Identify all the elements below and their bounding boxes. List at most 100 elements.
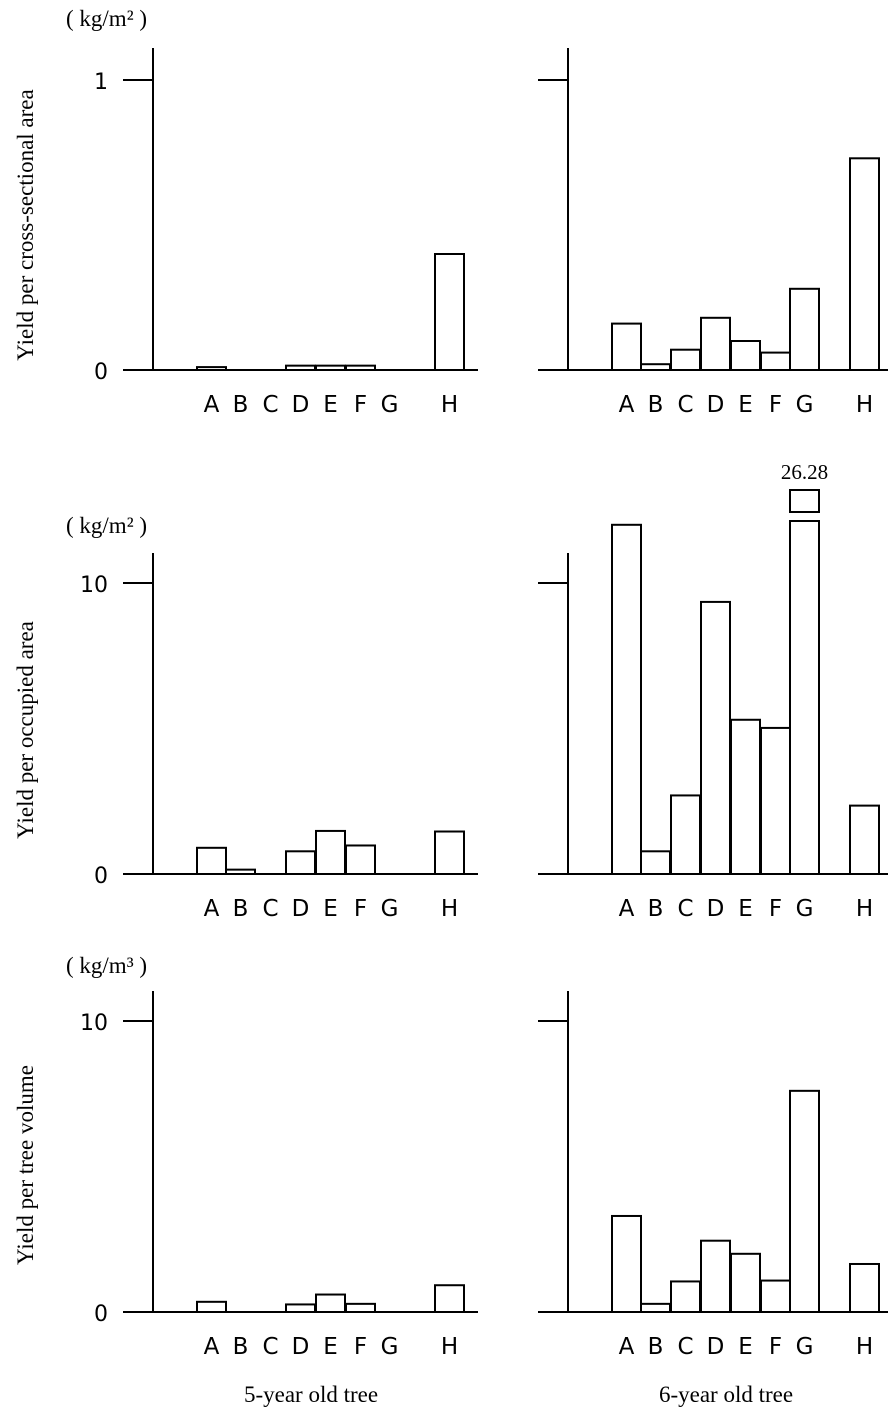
- bar: [849, 1262, 880, 1313]
- bar: [196, 1300, 227, 1313]
- bar: [196, 366, 227, 372]
- x-tick-label: G: [381, 896, 399, 922]
- bar: [670, 1280, 701, 1313]
- x-tick-label: A: [619, 896, 635, 922]
- x-tick-label: C: [677, 392, 693, 418]
- x-tick-label: B: [648, 896, 664, 922]
- bar: [730, 1252, 761, 1314]
- bar: [285, 1303, 316, 1313]
- x-tick-label: H: [441, 1334, 458, 1360]
- bar: [700, 600, 731, 875]
- x-axis-title: 6-year old tree: [659, 1382, 793, 1407]
- chart-0-0: 0 1 ( kg/m² ) Yield per cross-sectional are…: [13, 6, 478, 418]
- y-tick-label: 0: [94, 1302, 108, 1327]
- chart-1-1: A B C D E F G 26.28 H: [538, 460, 888, 922]
- x-tick-label: D: [707, 1334, 725, 1360]
- bar: [315, 829, 346, 876]
- x-tick-label: C: [262, 1334, 278, 1360]
- x-tick-label: B: [648, 392, 664, 418]
- bar: [700, 316, 731, 371]
- x-tick-label: F: [354, 392, 367, 418]
- bar: [640, 363, 671, 372]
- bar-break-cap: [789, 489, 820, 513]
- bar: [345, 364, 376, 371]
- bar: [789, 1089, 820, 1313]
- chart-2-0: 0 10 ( kg/m³ ) Yield per tree volume A B C D E F G…: [13, 953, 478, 1407]
- chart-2-1: A B C D E F G H 6-year old tree: [538, 991, 888, 1407]
- x-tick-label: E: [738, 1334, 753, 1360]
- x-tick-label: E: [738, 392, 753, 418]
- x-tick-label: B: [233, 1334, 249, 1360]
- x-tick-label: D: [707, 392, 725, 418]
- bar: [434, 253, 465, 371]
- bar: [611, 1214, 642, 1313]
- y-axis-title: Yield per occupied area: [13, 621, 38, 839]
- x-tick-label: A: [204, 1334, 220, 1360]
- x-tick-label: C: [677, 896, 693, 922]
- bar: [789, 520, 820, 875]
- x-tick-label: A: [204, 392, 220, 418]
- x-tick-label: E: [323, 1334, 338, 1360]
- y-unit-label: ( kg/m³ ): [66, 953, 147, 978]
- bar: [760, 726, 791, 876]
- x-axis-title: 5-year old tree: [244, 1382, 378, 1407]
- bar: [670, 348, 701, 372]
- bar: [285, 850, 316, 876]
- y-tick-label: 0: [94, 864, 108, 889]
- bar: [849, 804, 880, 875]
- bar: [760, 351, 791, 372]
- bar: [345, 844, 376, 875]
- x-tick-label: C: [262, 896, 278, 922]
- x-tick-label: G: [381, 1334, 399, 1360]
- y-tick-label: 10: [80, 1011, 108, 1036]
- x-tick-label: G: [381, 392, 399, 418]
- bar: [789, 287, 820, 371]
- x-tick-label: C: [262, 392, 278, 418]
- x-tick-label: F: [769, 896, 782, 922]
- x-tick-label: E: [738, 896, 753, 922]
- x-tick-label: C: [677, 1334, 693, 1360]
- bar: [434, 830, 465, 875]
- x-tick-label: G: [796, 896, 814, 922]
- chart-1-0: 0 10 ( kg/m² ) Yield per occupied area A B C D E…: [13, 513, 478, 922]
- y-axis-title: Yield per tree volume: [13, 1065, 38, 1265]
- x-tick-label: A: [204, 896, 220, 922]
- x-tick-label: A: [619, 1334, 635, 1360]
- y-axis-title: Yield per cross-sectional area: [13, 89, 38, 360]
- bar: [700, 1239, 731, 1313]
- y-unit-label: ( kg/m² ): [66, 513, 147, 538]
- x-tick-label: B: [233, 896, 249, 922]
- x-tick-label: F: [354, 896, 367, 922]
- x-tick-label: H: [856, 896, 873, 922]
- y-tick-label: 10: [80, 573, 108, 598]
- bar: [611, 322, 642, 372]
- bar: [640, 1302, 671, 1314]
- bar: [730, 718, 761, 876]
- y-tick-label: 1: [94, 70, 108, 95]
- x-tick-label: D: [292, 1334, 310, 1360]
- bar: [434, 1284, 465, 1314]
- x-tick-label: D: [707, 896, 725, 922]
- bar: [730, 340, 761, 371]
- bar: [640, 850, 671, 876]
- x-tick-label: B: [648, 1334, 664, 1360]
- bar: [345, 1302, 376, 1314]
- x-tick-label: F: [769, 1334, 782, 1360]
- x-tick-label: G: [796, 392, 814, 418]
- bar: [670, 794, 701, 875]
- bar: [196, 846, 227, 875]
- bar-value-label: 26.28: [781, 460, 828, 484]
- y-unit-label: ( kg/m² ): [66, 6, 147, 31]
- x-tick-label: A: [619, 392, 635, 418]
- bar: [315, 1293, 346, 1314]
- bar: [285, 364, 316, 371]
- x-tick-label: D: [292, 896, 310, 922]
- x-tick-label: H: [856, 392, 873, 418]
- bar: [611, 523, 642, 875]
- x-tick-label: D: [292, 392, 310, 418]
- x-tick-label: B: [233, 392, 249, 418]
- bar: [849, 157, 880, 371]
- x-tick-label: F: [769, 392, 782, 418]
